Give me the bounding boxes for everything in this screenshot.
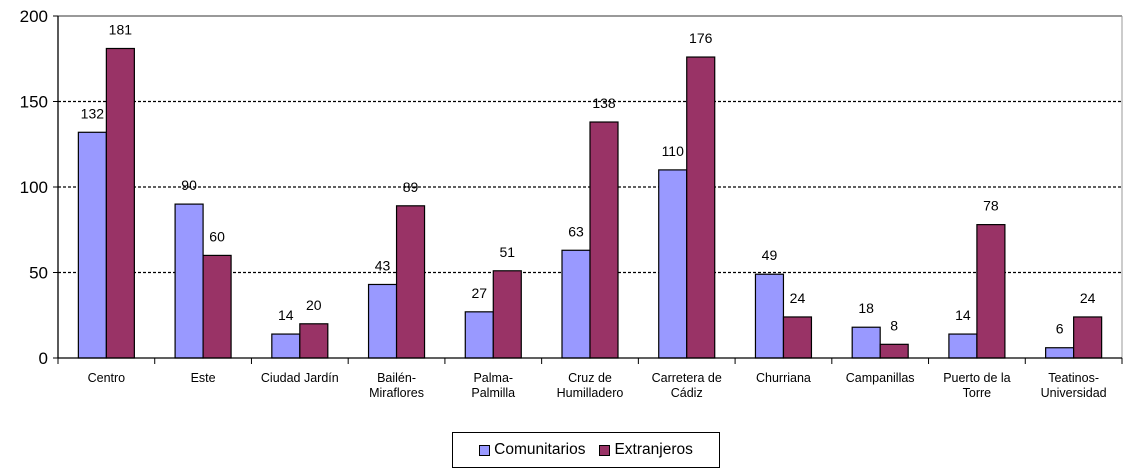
data-label: 24 [1080,290,1096,306]
x-tick-label: Campanillas [846,371,915,385]
bar-comunitarios [1045,347,1075,359]
data-labels: 132 90 14 43 27 63 110 49 18 14 6 181 60 20 89 51 138 176… [81,21,1096,336]
data-label: 110 [662,143,685,159]
bar-comunitarios [174,203,204,359]
bar-extranjeros [686,56,716,359]
data-label: 6 [1056,321,1064,337]
data-label: 27 [471,285,487,301]
bar-extranjeros [879,343,909,359]
data-label: 90 [181,177,197,193]
data-label: 176 [689,30,713,46]
legend-item-comunitarios: Comunitarios [479,441,585,459]
data-label: 49 [762,247,778,263]
bar-comunitarios [948,333,978,359]
legend-label-comunitarios: Comunitarios [494,441,586,458]
y-tick-label: 100 [20,178,48,197]
x-tick-label: Churriana [756,371,811,385]
bar-extranjeros [589,121,619,359]
bar-extranjeros [1073,316,1103,359]
data-label: 60 [209,228,225,244]
data-label: 89 [403,179,419,195]
data-label: 18 [858,300,874,316]
x-tick-label: Carretera de Cádiz [652,371,722,400]
y-tick-label: 200 [20,7,48,26]
data-label: 43 [375,257,391,273]
data-label: 14 [278,307,294,323]
bar-comunitarios [851,326,881,359]
y-axis-ticks: 0 50 100 150 200 [20,7,58,368]
legend-swatch-extranjeros [599,444,611,456]
x-tick-label: Cruz de Humilladero [557,371,624,400]
bar-comunitarios [271,333,301,359]
bar-chart: 0 50 100 150 200 Centro Este Ciudad Jardín Bail… [20,7,1123,400]
bar-comunitarios [77,131,107,359]
x-tick-label: Este [191,371,216,385]
x-tick-label: Teatinos-Universidad [1041,371,1107,400]
y-tick-label: 0 [39,349,48,368]
data-label: 24 [790,290,806,306]
x-tick-label: Puerto de la Torre [943,371,1010,400]
bar-extranjeros [299,323,329,359]
bar-extranjeros [105,47,135,359]
data-label: 138 [592,95,616,111]
legend-label-extranjeros: Extranjeros [614,441,693,458]
legend-item-extranjeros: Extranjeros [599,441,693,459]
bar-extranjeros [976,224,1006,359]
bars [77,47,1103,359]
bar-comunitarios [561,249,591,359]
bar-extranjeros [782,316,813,359]
bar-comunitarios [658,169,688,359]
bar-comunitarios [367,283,398,359]
x-tick-label: Centro [88,371,126,385]
data-label: 8 [890,317,898,333]
data-label: 51 [499,244,515,260]
data-label: 20 [306,297,322,313]
legend-swatch-comunitarios [479,444,491,456]
x-axis-labels: Centro Este Ciudad Jardín Bailén-Miraflores… [88,371,1107,400]
bar-extranjeros [492,270,522,359]
gridlines [58,15,1123,358]
data-label: 63 [568,223,584,239]
data-label: 132 [81,105,105,121]
y-tick-label: 50 [29,264,48,283]
bar-extranjeros [395,205,426,359]
legend: Comunitarios Extranjeros [452,432,720,468]
data-label: 14 [955,307,971,323]
data-label: 181 [109,21,133,37]
x-tick-label: Ciudad Jardín [261,371,339,385]
x-tick-label: Bailén-Miraflores [369,371,424,400]
bar-comunitarios [464,311,494,359]
x-tick-label: Palma-Palmilla [471,371,515,400]
y-tick-label: 150 [20,93,48,112]
bar-comunitarios [754,273,785,359]
bar-extranjeros [202,254,232,359]
data-label: 78 [983,198,999,214]
